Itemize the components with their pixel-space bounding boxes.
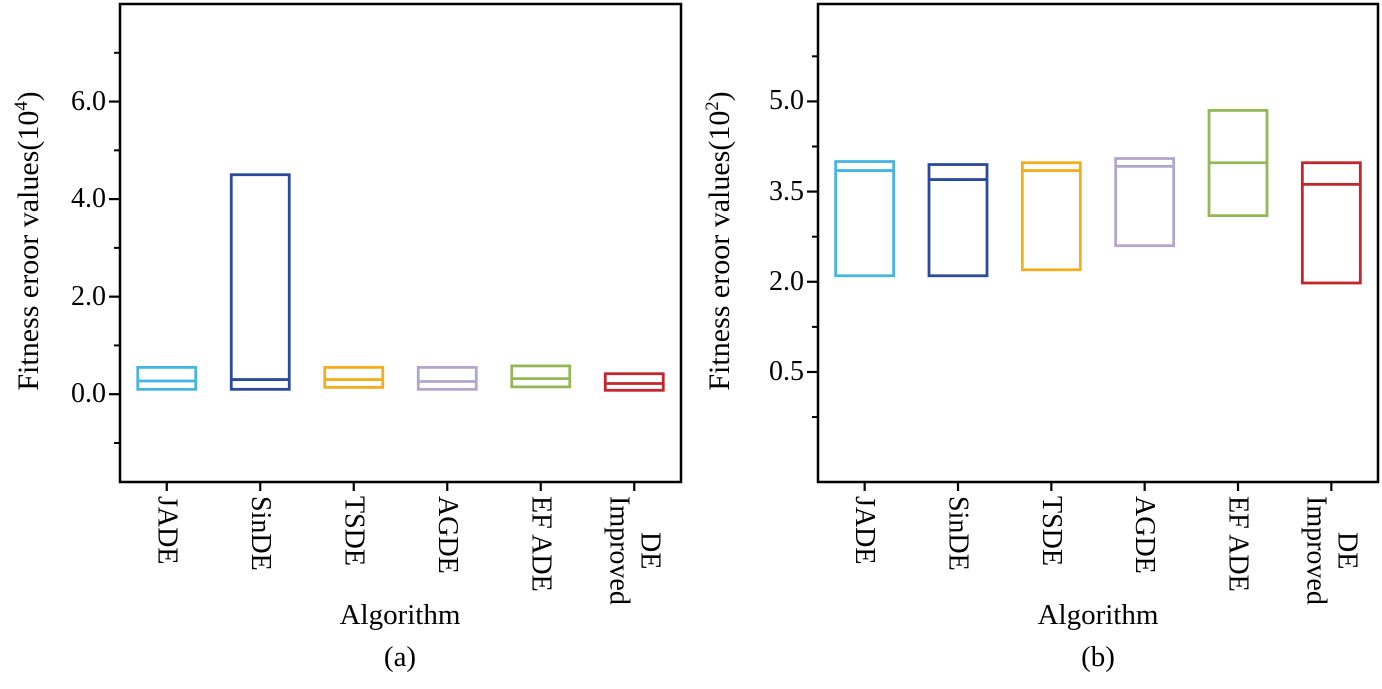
y-tick-label: 0.0 [71,378,106,410]
y-tick-label: 0.5 [769,355,804,387]
y-tick-label: 5.0 [769,85,804,117]
panel-caption-a: (a) [383,641,417,673]
axes-frame [118,2,683,484]
panel-b: Fitness eroor values(102) Algorithm (b) … [691,0,1382,689]
y-tick-label: 2.0 [71,280,106,312]
x-axis-label: Algorithm [339,599,461,631]
axes-frame [816,2,1380,484]
x-tick-label-jade: JADE [849,496,881,565]
y-tick-label: 3.5 [769,175,804,207]
box-ef-ade [510,364,572,389]
x-tick-label-jade: JADE [151,496,183,565]
x-tick-label-tsde: TSDE [338,496,370,566]
box-agde [416,365,478,391]
x-tick-label-sinde: SinDE [942,496,974,571]
x-tick-label-tsde: TSDE [1035,496,1067,566]
box-improved-de [603,372,665,392]
panel-caption-b: (b) [1081,641,1115,673]
x-tick-label-ef-ade: EF ADE [1222,496,1254,592]
y-tick-label: 2.0 [769,265,804,297]
x-tick-label-improved-de: Improved DE [1300,496,1363,605]
x-tick-label-improved-de: Improved DE [603,496,666,605]
x-tick-label-agde: AGDE [431,496,463,574]
boxplot-canvas-a [109,2,683,491]
x-axis-label: Algorithm [1037,599,1159,631]
boxplot-canvas-b [807,2,1380,491]
box-tsde [1020,161,1082,272]
box-improved-de [1300,161,1362,285]
x-tick-label-sinde: SinDE [244,496,276,571]
box-jade [136,365,198,391]
y-tick-label: 6.0 [71,85,106,117]
box-sinde [927,163,989,278]
box-agde [1114,157,1176,248]
y-tick-label: 4.0 [71,183,106,215]
panel-a: Fitness eroor values(104) Algorithm (a) … [11,2,683,673]
box-tsde [323,365,385,389]
box-jade [834,160,896,278]
x-tick-label-ef-ade: EF ADE [525,496,557,592]
x-tick-label-agde: AGDE [1129,496,1161,574]
box-sinde [229,173,291,391]
